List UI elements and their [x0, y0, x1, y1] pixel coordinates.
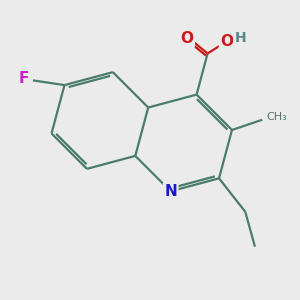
Text: F: F	[19, 71, 29, 86]
Text: O: O	[220, 34, 233, 49]
Text: O: O	[181, 31, 194, 46]
Text: H: H	[235, 31, 247, 45]
Text: CH₃: CH₃	[267, 112, 287, 122]
Text: N: N	[164, 184, 177, 199]
